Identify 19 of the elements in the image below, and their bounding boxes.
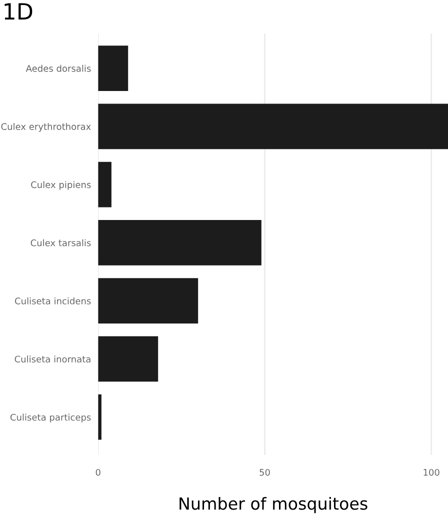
y-tick-label: Culiseta inornata <box>14 356 90 363</box>
y-tick-label: Culiseta particeps <box>10 414 91 422</box>
x-tick-label: 50 <box>260 468 270 476</box>
bar <box>98 336 158 382</box>
bar <box>98 220 262 266</box>
bar <box>98 394 102 440</box>
y-tick-label: Culex erythrothorax <box>1 122 91 132</box>
x-tick-label: 100 <box>424 468 440 476</box>
bar <box>98 104 448 150</box>
bar <box>98 46 128 91</box>
bar <box>98 162 112 208</box>
bar <box>98 278 198 324</box>
y-tick-label: Culex tarsalis <box>30 239 91 246</box>
y-tick-label: Aedes dorsalis <box>26 64 91 72</box>
y-tick-label: Culex pipiens <box>31 181 91 190</box>
x-tick-label: 0 <box>96 468 100 476</box>
y-tick-label: Culiseta incidens <box>15 297 91 304</box>
chart-title: 1D <box>4 3 32 20</box>
x-axis-title: Number of mosquitoes <box>180 496 368 514</box>
